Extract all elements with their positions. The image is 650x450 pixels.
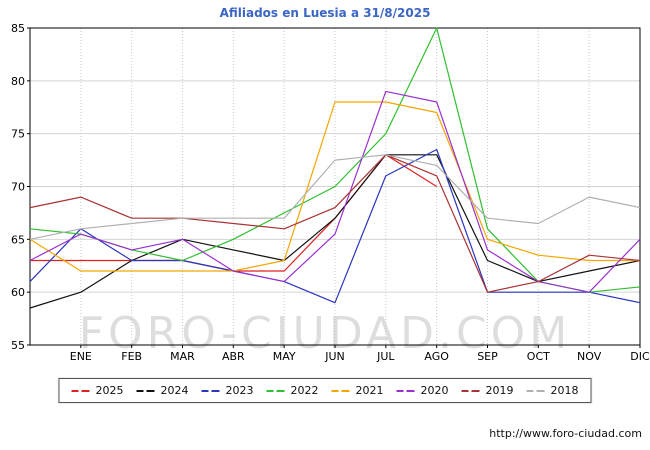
legend-swatch-2023 xyxy=(201,389,220,392)
legend-swatch-2022 xyxy=(266,389,285,392)
x-axis-label: OCT xyxy=(527,350,550,363)
x-axis-label: AGO xyxy=(424,350,449,363)
legend-label-2023: 2023 xyxy=(225,384,254,397)
legend-label-2024: 2024 xyxy=(160,384,189,397)
series-line-2024 xyxy=(29,154,641,309)
plot-border xyxy=(29,27,641,346)
x-axis-label: JUN xyxy=(324,350,345,363)
legend-item-2018: 2018 xyxy=(526,384,579,397)
y-axis-label: 85 xyxy=(11,22,25,35)
y-axis-label: 75 xyxy=(11,128,25,141)
legend-swatch-2021 xyxy=(331,389,350,392)
legend-item-2019: 2019 xyxy=(461,384,514,397)
series-line-2023 xyxy=(29,148,641,304)
legend-label-2019: 2019 xyxy=(485,384,514,397)
legend-swatch-2019 xyxy=(461,389,480,392)
series-line-2021 xyxy=(29,101,640,272)
series-line-2019 xyxy=(29,154,641,293)
x-axis-label: ABR xyxy=(222,350,245,363)
x-axis-label: DIC xyxy=(630,350,650,363)
x-axis-label: NOV xyxy=(577,350,602,363)
x-axis-label: MAY xyxy=(273,350,296,363)
chart-title: Afiliados en Luesia a 31/8/2025 xyxy=(219,6,431,20)
series-line-2018 xyxy=(29,154,641,240)
legend-swatch-2024 xyxy=(136,389,155,392)
y-axis-label: 80 xyxy=(11,75,25,88)
legend-swatch-2020 xyxy=(396,389,415,392)
legend-label-2022: 2022 xyxy=(290,384,319,397)
x-axis-label: FEB xyxy=(121,350,142,363)
legend-label-2018: 2018 xyxy=(550,384,579,397)
y-axis-label: 65 xyxy=(11,233,25,246)
legend-item-2020: 2020 xyxy=(396,384,449,397)
legend-item-2023: 2023 xyxy=(201,384,254,397)
legend-item-2025: 2025 xyxy=(71,384,124,397)
y-axis-label: 70 xyxy=(11,181,25,194)
legend-label-2025: 2025 xyxy=(95,384,124,397)
x-axis-label: MAR xyxy=(170,350,195,363)
legend-label-2020: 2020 xyxy=(420,384,449,397)
legend-swatch-2025 xyxy=(71,389,90,392)
legend-swatch-2018 xyxy=(526,389,545,392)
legend-label-2021: 2021 xyxy=(355,384,384,397)
x-axis-label: SEP xyxy=(477,350,498,363)
foro-ciudad-link[interactable]: http://www.foro-ciudad.com xyxy=(489,427,642,440)
x-axis-label: ENE xyxy=(70,350,92,363)
legend-item-2021: 2021 xyxy=(331,384,384,397)
y-axis-label: 60 xyxy=(11,286,25,299)
chart-legend: 2025 2024 2023 2022 2021 2020 2019 2018 xyxy=(58,378,592,403)
legend-item-2022: 2022 xyxy=(266,384,319,397)
legend-item-2024: 2024 xyxy=(136,384,189,397)
y-axis-label: 55 xyxy=(11,339,25,352)
x-axis-label: JUL xyxy=(376,350,395,363)
